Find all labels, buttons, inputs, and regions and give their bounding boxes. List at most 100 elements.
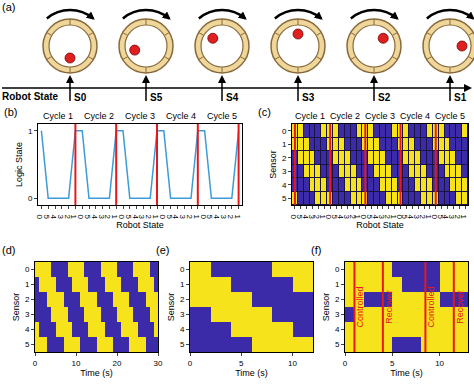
svg-text:5: 5 bbox=[25, 340, 30, 349]
svg-text:(d): (d) bbox=[2, 244, 15, 256]
svg-text:(f): (f) bbox=[311, 244, 321, 256]
svg-text:10: 10 bbox=[288, 359, 297, 368]
svg-text:2: 2 bbox=[103, 215, 112, 220]
svg-text:Logic State: Logic State bbox=[14, 142, 24, 187]
svg-text:3: 3 bbox=[97, 215, 106, 220]
svg-text:3: 3 bbox=[56, 215, 65, 220]
svg-text:Controlled: Controlled bbox=[426, 286, 436, 327]
svg-text:Cycle 1: Cycle 1 bbox=[43, 111, 73, 121]
svg-text:5: 5 bbox=[165, 215, 174, 220]
svg-text:0: 0 bbox=[158, 215, 167, 220]
svg-text:S5: S5 bbox=[150, 92, 163, 103]
svg-text:5: 5 bbox=[436, 215, 445, 220]
svg-text:0: 0 bbox=[289, 215, 298, 220]
svg-text:10: 10 bbox=[72, 359, 81, 368]
svg-text:Robot State: Robot State bbox=[2, 91, 59, 102]
svg-text:2: 2 bbox=[348, 215, 357, 220]
svg-text:3: 3 bbox=[447, 215, 456, 220]
svg-text:5: 5 bbox=[335, 340, 340, 349]
svg-text:0: 0 bbox=[35, 215, 44, 220]
svg-text:2: 2 bbox=[335, 295, 340, 304]
svg-text:Robot State: Robot State bbox=[356, 220, 404, 230]
svg-text:Sensor: Sensor bbox=[166, 293, 176, 322]
svg-text:0: 0 bbox=[430, 215, 439, 220]
svg-text:S4: S4 bbox=[226, 92, 239, 103]
svg-text:4: 4 bbox=[131, 215, 140, 220]
svg-text:0: 0 bbox=[395, 215, 404, 220]
svg-text:5: 5 bbox=[295, 215, 304, 220]
svg-text:1: 1 bbox=[318, 215, 327, 220]
svg-text:Recover: Recover bbox=[455, 290, 465, 324]
svg-text:(e): (e) bbox=[156, 244, 169, 256]
svg-text:Cycle 5: Cycle 5 bbox=[207, 111, 237, 121]
svg-text:1: 1 bbox=[353, 215, 362, 220]
svg-text:2: 2 bbox=[453, 215, 462, 220]
svg-text:2: 2 bbox=[25, 295, 30, 304]
svg-text:2: 2 bbox=[226, 215, 235, 220]
svg-text:0: 0 bbox=[76, 215, 85, 220]
svg-text:3: 3 bbox=[377, 215, 386, 220]
svg-text:3: 3 bbox=[25, 310, 30, 319]
svg-text:4: 4 bbox=[335, 325, 340, 334]
svg-text:1: 1 bbox=[335, 280, 340, 289]
svg-text:Sensor: Sensor bbox=[268, 150, 278, 179]
svg-text:2: 2 bbox=[418, 215, 427, 220]
svg-text:Sensor: Sensor bbox=[321, 293, 331, 322]
svg-text:4: 4 bbox=[212, 215, 221, 220]
svg-text:Time (s): Time (s) bbox=[235, 368, 268, 378]
svg-text:5: 5 bbox=[282, 194, 287, 203]
svg-text:4: 4 bbox=[282, 181, 287, 190]
svg-text:0: 0 bbox=[33, 359, 38, 368]
svg-text:S2: S2 bbox=[378, 92, 391, 103]
svg-text:S1: S1 bbox=[454, 92, 467, 103]
svg-text:10: 10 bbox=[435, 359, 444, 368]
svg-text:5: 5 bbox=[365, 215, 374, 220]
svg-text:1: 1 bbox=[25, 280, 30, 289]
svg-text:0: 0 bbox=[117, 215, 126, 220]
svg-text:S3: S3 bbox=[302, 92, 315, 103]
svg-text:1: 1 bbox=[151, 215, 160, 220]
svg-text:3: 3 bbox=[342, 215, 351, 220]
svg-text:Cycle 2: Cycle 2 bbox=[84, 111, 114, 121]
svg-text:5: 5 bbox=[83, 215, 92, 220]
svg-text:0: 0 bbox=[188, 359, 193, 368]
svg-text:1: 1 bbox=[28, 127, 33, 136]
svg-text:4: 4 bbox=[336, 215, 345, 220]
svg-text:1: 1 bbox=[282, 140, 287, 149]
svg-text:4: 4 bbox=[371, 215, 380, 220]
svg-text:5: 5 bbox=[390, 359, 395, 368]
svg-text:1: 1 bbox=[233, 215, 242, 220]
svg-text:5: 5 bbox=[42, 215, 51, 220]
svg-text:Robot State: Robot State bbox=[116, 220, 164, 230]
svg-text:Controlled: Controlled bbox=[355, 286, 365, 327]
svg-text:4: 4 bbox=[301, 215, 310, 220]
svg-text:0: 0 bbox=[180, 265, 185, 274]
svg-text:5: 5 bbox=[205, 215, 214, 220]
svg-text:Cycle 4: Cycle 4 bbox=[400, 111, 430, 121]
svg-text:Cycle 5: Cycle 5 bbox=[435, 111, 465, 121]
svg-text:5: 5 bbox=[124, 215, 133, 220]
svg-text:4: 4 bbox=[406, 215, 415, 220]
svg-text:4: 4 bbox=[171, 215, 180, 220]
svg-text:Time (s): Time (s) bbox=[80, 368, 113, 378]
svg-text:Cycle 4: Cycle 4 bbox=[166, 111, 196, 121]
svg-text:2: 2 bbox=[63, 215, 72, 220]
svg-text:0: 0 bbox=[199, 215, 208, 220]
svg-text:3: 3 bbox=[335, 310, 340, 319]
svg-text:(a): (a) bbox=[2, 1, 15, 13]
svg-text:1: 1 bbox=[459, 215, 468, 220]
svg-text:S0: S0 bbox=[74, 92, 87, 103]
svg-text:Cycle 1: Cycle 1 bbox=[295, 111, 325, 121]
svg-text:2: 2 bbox=[144, 215, 153, 220]
svg-text:1: 1 bbox=[69, 215, 78, 220]
svg-text:0: 0 bbox=[359, 215, 368, 220]
svg-text:(c): (c) bbox=[258, 106, 271, 118]
svg-text:Time (s): Time (s) bbox=[390, 368, 423, 378]
svg-text:4: 4 bbox=[25, 325, 30, 334]
svg-text:4: 4 bbox=[441, 215, 450, 220]
svg-text:3: 3 bbox=[219, 215, 228, 220]
svg-text:5: 5 bbox=[239, 359, 244, 368]
svg-text:2: 2 bbox=[383, 215, 392, 220]
svg-text:2: 2 bbox=[185, 215, 194, 220]
svg-text:3: 3 bbox=[412, 215, 421, 220]
